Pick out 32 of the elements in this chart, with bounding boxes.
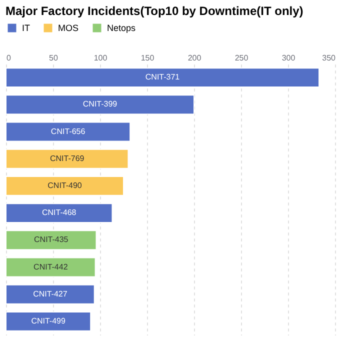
bar xyxy=(6,284,95,304)
bar xyxy=(6,94,194,115)
x-tick-label: 0 xyxy=(6,54,12,62)
bar xyxy=(6,148,129,169)
chart-title: Major Factory Incidents(Top10 by Downtime(IT only) xyxy=(6,4,304,18)
x-tick-label: 350 xyxy=(322,54,336,62)
y-tick-label: CNIT-442 xyxy=(34,262,68,272)
legend-label: Netops xyxy=(107,23,136,33)
x-tick-label: 250 xyxy=(234,54,249,62)
y-tick-label: CNIT-490 xyxy=(48,180,82,190)
legend-label: IT xyxy=(22,23,30,33)
y-tick-label: CNIT-399 xyxy=(82,100,118,109)
y-tick-label: CNIT-427 xyxy=(33,289,68,298)
y-tick-label: CNIT-468 xyxy=(42,208,77,218)
bar xyxy=(6,311,92,332)
bar xyxy=(6,230,97,250)
x-tick-label: 200 xyxy=(188,54,202,62)
bar xyxy=(6,122,131,142)
bar xyxy=(6,257,96,278)
legend-label: MOS xyxy=(58,23,79,33)
x-tick-label: 150 xyxy=(140,54,155,62)
y-tick-label: CNIT-499 xyxy=(31,316,66,326)
y-tick-label: CNIT-371 xyxy=(145,72,180,82)
bar xyxy=(6,203,113,224)
y-tick-label: CNIT-435 xyxy=(34,235,69,244)
bar xyxy=(6,176,124,196)
x-tick-label: 50 xyxy=(49,54,58,62)
x-tick-label: 300 xyxy=(282,54,296,62)
y-tick-label: CNIT-769 xyxy=(50,154,85,163)
x-tick-label: 100 xyxy=(94,54,108,62)
y-tick-label: CNIT-656 xyxy=(50,126,86,136)
bar xyxy=(6,68,320,88)
